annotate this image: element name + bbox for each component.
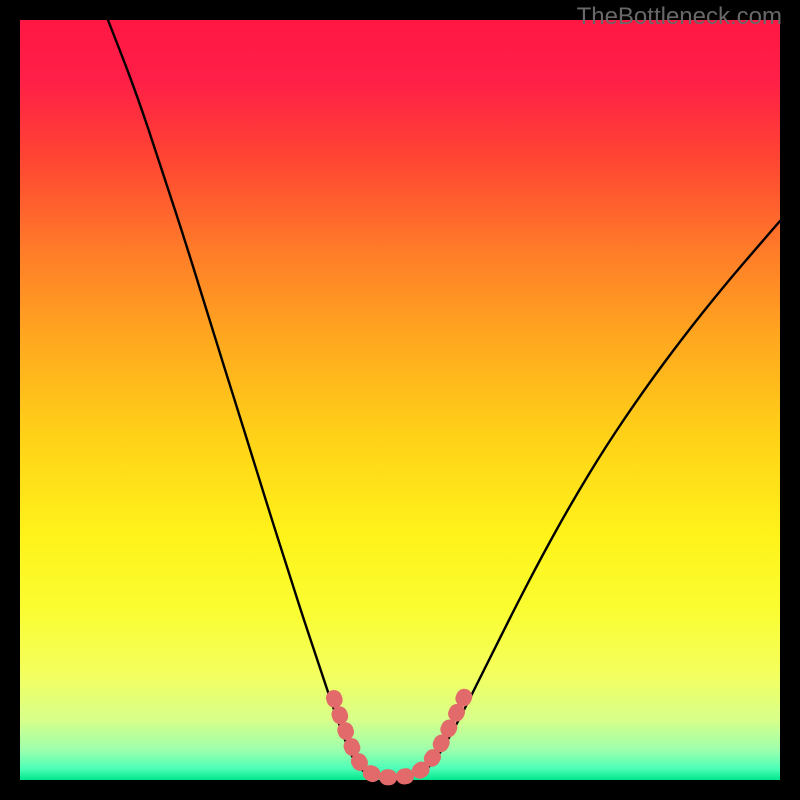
optimal-zone-highlight (334, 693, 466, 777)
curves-layer (0, 0, 800, 800)
chart-canvas: TheBottleneck.com (0, 0, 800, 800)
bottleneck-curve (108, 20, 780, 777)
watermark-text: TheBottleneck.com (577, 3, 782, 31)
